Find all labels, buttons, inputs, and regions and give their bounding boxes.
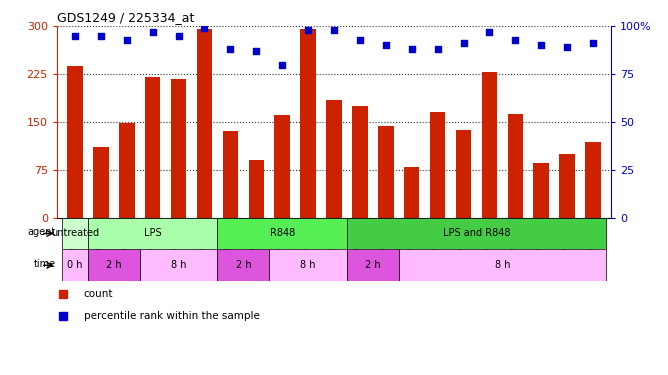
Bar bbox=[559, 154, 575, 218]
Point bbox=[510, 37, 520, 43]
Text: 8 h: 8 h bbox=[171, 260, 186, 270]
Text: percentile rank within the sample: percentile rank within the sample bbox=[84, 311, 259, 321]
Point bbox=[225, 46, 236, 52]
Bar bbox=[217, 249, 269, 281]
Text: 0 h: 0 h bbox=[67, 260, 83, 270]
Bar bbox=[140, 249, 217, 281]
Point bbox=[458, 40, 469, 46]
Text: 2 h: 2 h bbox=[106, 260, 122, 270]
Bar bbox=[326, 100, 342, 218]
Text: LPS: LPS bbox=[144, 228, 162, 238]
Text: GDS1249 / 225334_at: GDS1249 / 225334_at bbox=[57, 11, 194, 24]
Text: count: count bbox=[84, 289, 113, 299]
Bar bbox=[145, 77, 160, 218]
Text: R848: R848 bbox=[270, 228, 295, 238]
Bar bbox=[248, 160, 264, 218]
Text: 8 h: 8 h bbox=[495, 260, 510, 270]
Bar bbox=[275, 116, 290, 218]
Bar bbox=[378, 126, 393, 218]
Point bbox=[484, 29, 495, 35]
Point bbox=[355, 37, 365, 43]
Point bbox=[251, 48, 262, 54]
Bar bbox=[67, 66, 83, 218]
Point bbox=[173, 33, 184, 39]
Point bbox=[329, 27, 339, 33]
Bar bbox=[88, 217, 217, 249]
Point bbox=[69, 33, 80, 39]
Bar bbox=[347, 217, 606, 249]
Bar bbox=[347, 249, 399, 281]
Bar bbox=[171, 78, 186, 218]
Text: 8 h: 8 h bbox=[301, 260, 316, 270]
Point bbox=[148, 29, 158, 35]
Point bbox=[199, 25, 210, 31]
Point bbox=[381, 42, 391, 48]
Point bbox=[303, 27, 313, 33]
Bar bbox=[456, 129, 472, 218]
Bar bbox=[196, 29, 212, 218]
Point bbox=[536, 42, 546, 48]
Bar bbox=[269, 249, 347, 281]
Bar bbox=[222, 132, 238, 218]
Bar bbox=[399, 249, 606, 281]
Bar bbox=[119, 123, 134, 218]
Text: time: time bbox=[33, 259, 55, 269]
Bar bbox=[482, 72, 497, 217]
Point bbox=[588, 40, 599, 46]
Bar bbox=[404, 166, 420, 218]
Point bbox=[96, 33, 106, 39]
Bar bbox=[585, 142, 601, 218]
Bar bbox=[534, 164, 549, 218]
Point bbox=[406, 46, 417, 52]
Bar bbox=[62, 217, 88, 249]
Bar bbox=[217, 217, 347, 249]
Text: agent: agent bbox=[27, 227, 55, 237]
Point bbox=[122, 37, 132, 43]
Bar bbox=[430, 112, 446, 218]
Bar bbox=[93, 147, 109, 218]
Point bbox=[562, 44, 572, 50]
Text: LPS and R848: LPS and R848 bbox=[443, 228, 510, 238]
Bar bbox=[301, 29, 316, 218]
Bar bbox=[508, 114, 523, 218]
Text: untreated: untreated bbox=[51, 228, 99, 238]
Text: 2 h: 2 h bbox=[365, 260, 381, 270]
Text: 2 h: 2 h bbox=[236, 260, 251, 270]
Point bbox=[277, 62, 287, 68]
Bar bbox=[352, 106, 367, 218]
Bar bbox=[62, 249, 88, 281]
Point bbox=[432, 46, 443, 52]
Bar bbox=[88, 249, 140, 281]
